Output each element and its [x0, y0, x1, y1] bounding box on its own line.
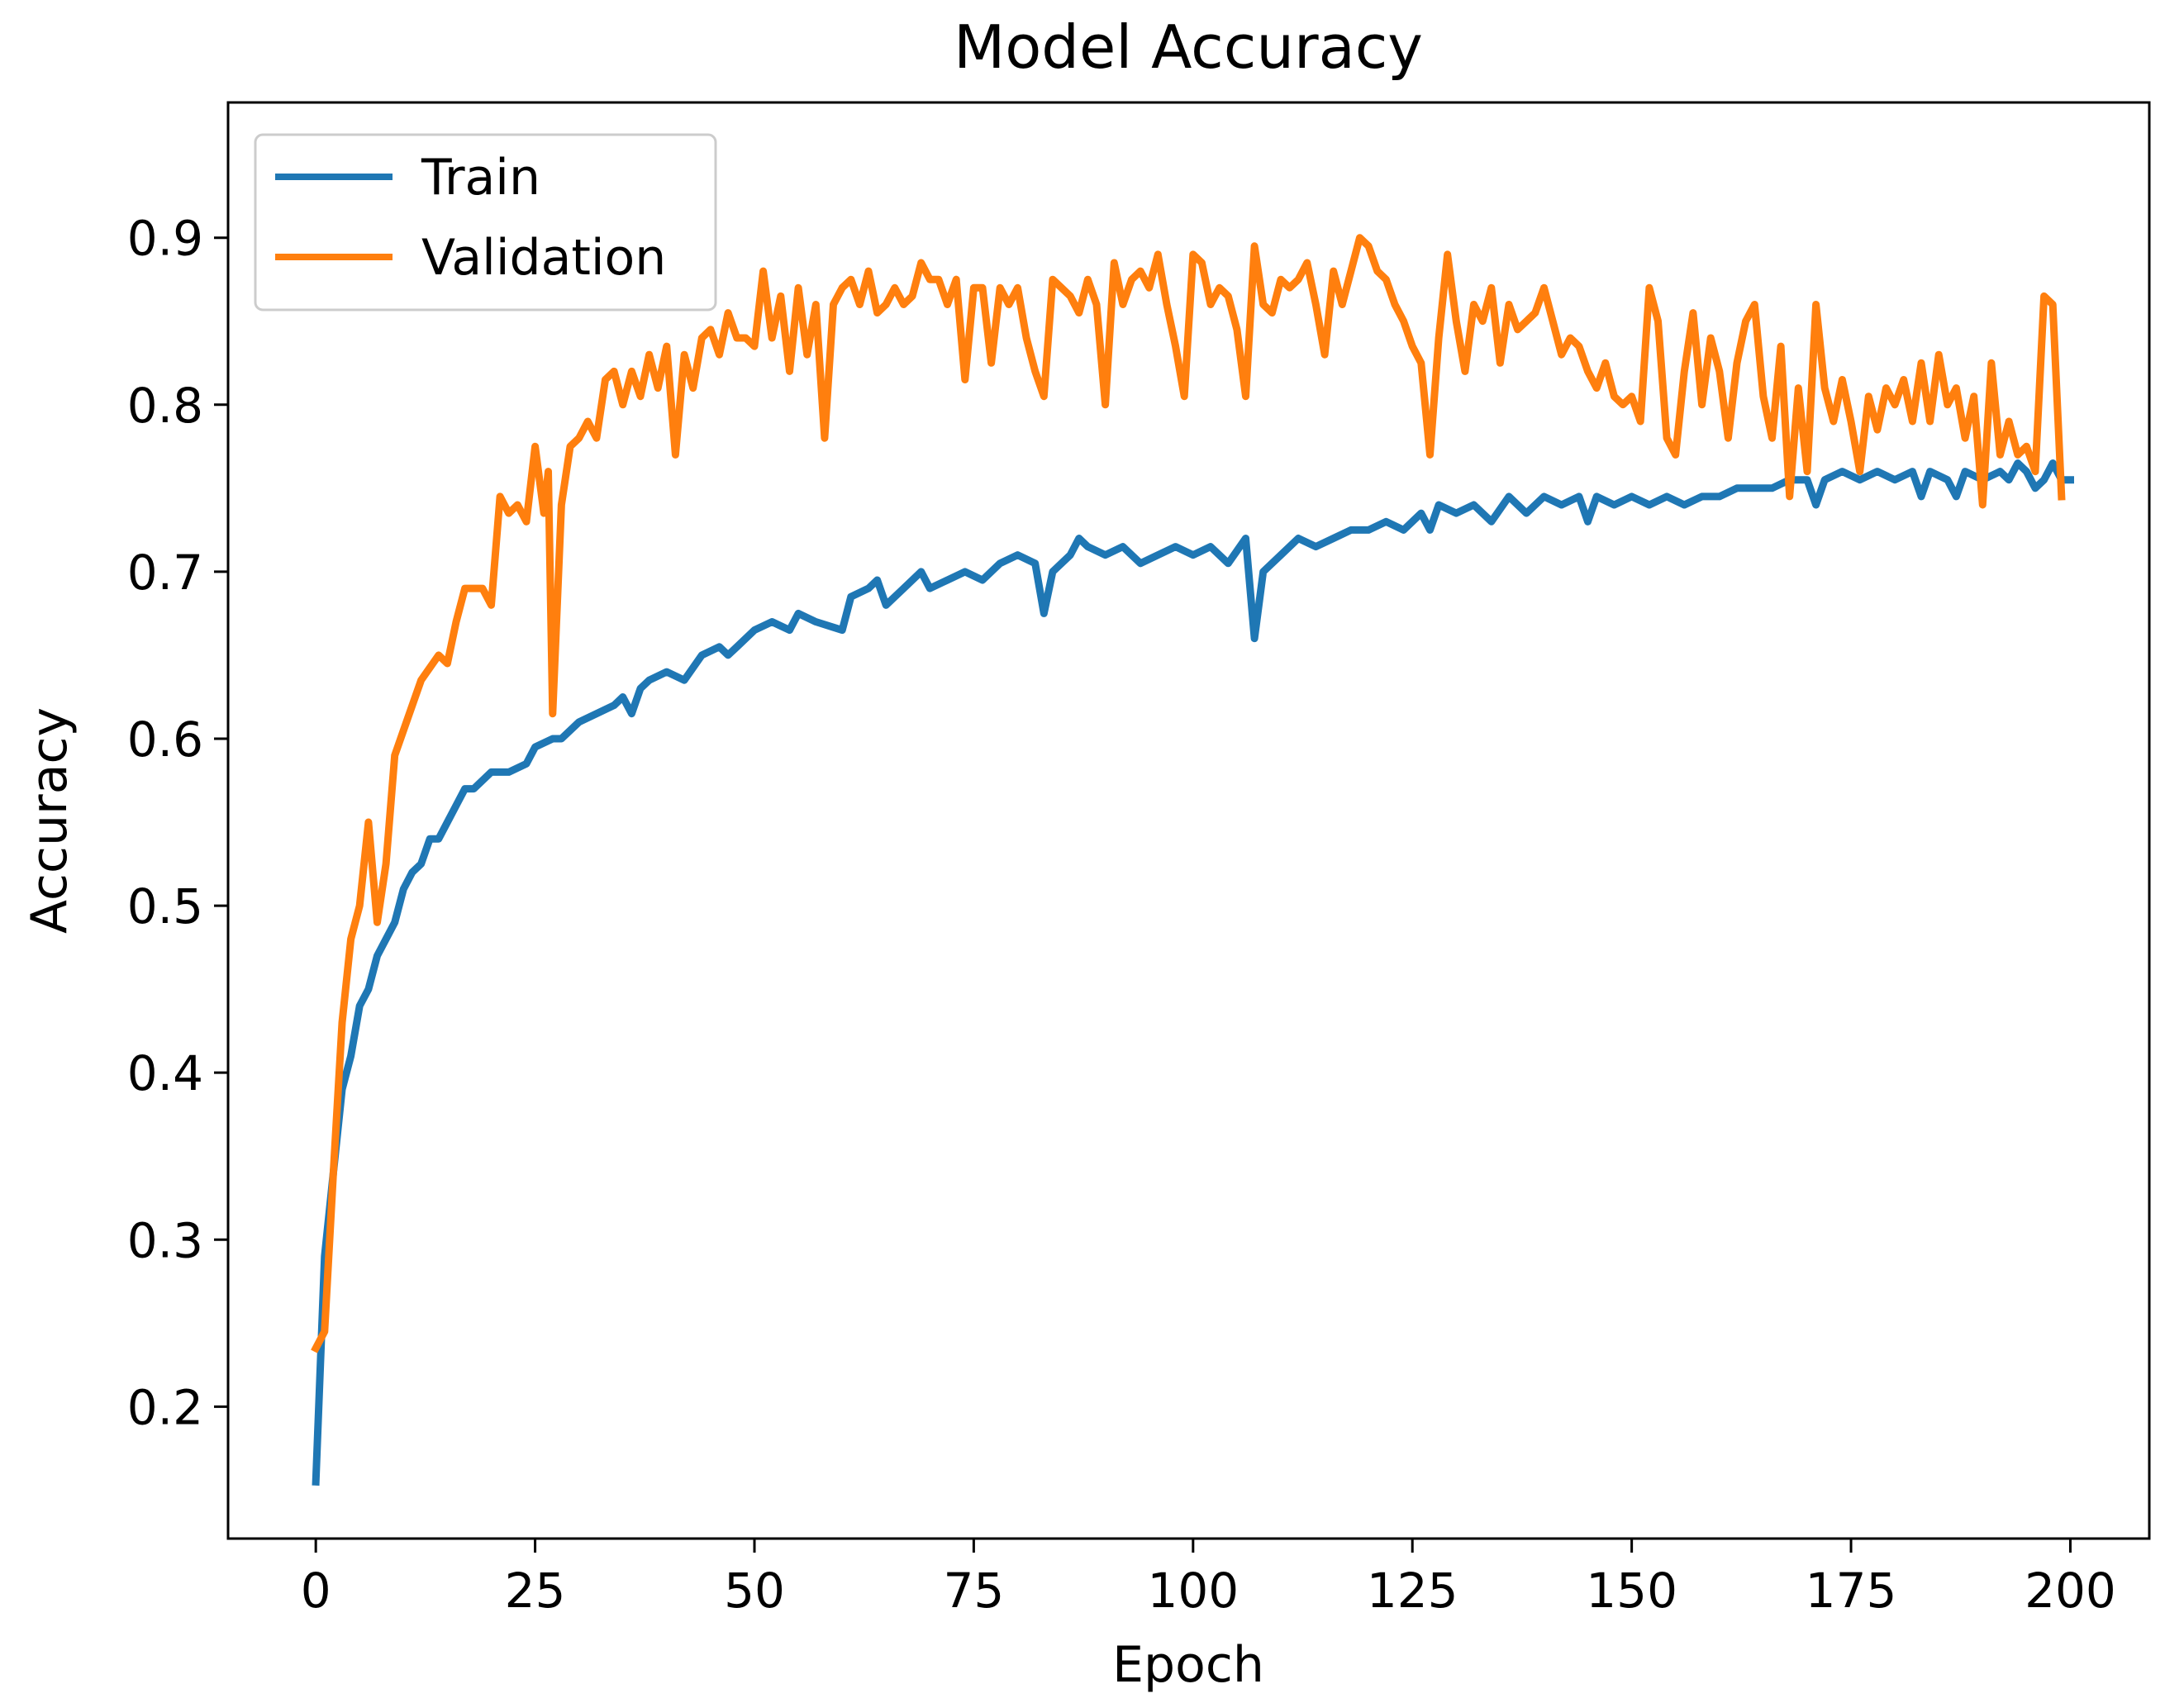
- series-layer: [311, 234, 2074, 1486]
- chart-title: Model Accuracy: [954, 12, 1423, 82]
- y-tick-label: 0.4: [127, 1045, 203, 1101]
- y-tick-label: 0.2: [127, 1379, 203, 1435]
- y-tick-label: 0.6: [127, 711, 203, 768]
- y-tick-label: 0.9: [127, 211, 203, 267]
- x-tick-label: 150: [1586, 1563, 1677, 1619]
- y-axis-label: Accuracy: [21, 707, 79, 934]
- legend: Train Validation: [254, 133, 717, 312]
- x-tick-label: 25: [505, 1563, 566, 1619]
- x-axis: 0 25 50 75 100 125 150 175 200: [301, 1539, 2116, 1619]
- x-tick-label: 175: [1806, 1563, 1897, 1619]
- series-line-train: [312, 459, 2074, 1486]
- legend-train-label: Train: [421, 149, 540, 207]
- y-tick-label: 0.5: [127, 878, 203, 935]
- y-tick-label: 0.7: [127, 545, 203, 601]
- x-tick-label: 100: [1147, 1563, 1239, 1619]
- x-axis-label: Epoch: [1112, 1636, 1264, 1694]
- y-axis: 0.2 0.3 0.4 0.5 0.6 0.7 0.8 0.9: [127, 211, 228, 1435]
- y-tick-label: 0.8: [127, 378, 203, 434]
- x-tick-label: 0: [301, 1563, 331, 1619]
- x-tick-label: 125: [1367, 1563, 1458, 1619]
- series-line-validation: [311, 234, 2066, 1353]
- x-tick-label: 75: [943, 1563, 1004, 1619]
- x-tick-label: 200: [2025, 1563, 2116, 1619]
- legend-validation-label: Validation: [421, 229, 666, 287]
- x-tick-label: 50: [724, 1563, 785, 1619]
- plot-area-frame: [226, 101, 2151, 1540]
- y-tick-label: 0.3: [127, 1212, 203, 1268]
